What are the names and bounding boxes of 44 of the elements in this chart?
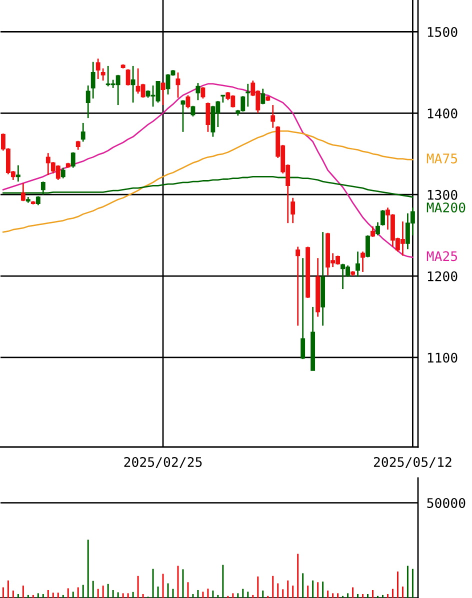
candlestick (360, 250, 365, 273)
candlestick (70, 152, 76, 168)
candlestick (370, 226, 375, 238)
y-tick-label: 1500 (428, 27, 458, 37)
candlestick (96, 58, 100, 80)
x-tick-label: 2025/05/12 (374, 457, 452, 468)
candlestick (290, 197, 296, 224)
candlestick (196, 82, 200, 101)
candlestick (380, 209, 385, 226)
x-tick-label: 2025/02/25 (124, 457, 202, 468)
series-label: MA25 (426, 251, 458, 262)
candlestick (60, 167, 66, 180)
y-tick-label: 1400 (428, 108, 458, 118)
candlestick (376, 222, 380, 236)
candlestick (130, 65, 136, 104)
series-label: MA200 (426, 202, 466, 212)
line-series (2, 83, 414, 258)
candlestick (260, 88, 266, 105)
candlestick (20, 182, 26, 202)
candlestick (40, 180, 46, 196)
y-tick-label: 50000 (427, 498, 466, 508)
candlestick (246, 83, 250, 108)
y-tick-label: 1300 (428, 190, 458, 200)
y-tick-label: 1200 (428, 271, 458, 282)
candlestick (86, 84, 90, 119)
candlestick (296, 246, 300, 326)
candlestick (160, 82, 166, 106)
candlestick (180, 99, 186, 133)
candlestick (80, 122, 86, 142)
line-series (2, 130, 414, 233)
candlestick (90, 61, 96, 100)
candlestick (200, 86, 206, 100)
candlestick (206, 102, 210, 133)
series-label: MA75 (426, 154, 458, 164)
candlestick (366, 234, 370, 258)
candlestick (356, 250, 360, 278)
candlestick (186, 94, 190, 109)
candlestick (300, 257, 306, 360)
candlestick (16, 164, 20, 182)
candlestick (100, 68, 106, 82)
candlestick (270, 104, 276, 129)
candlestick (176, 72, 180, 98)
candlestick (126, 68, 130, 86)
y-tick-label: 1100 (428, 352, 458, 363)
